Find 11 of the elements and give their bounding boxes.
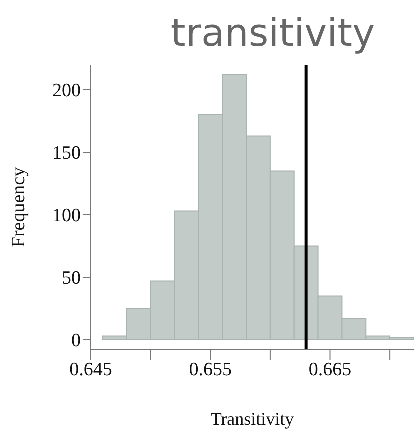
- chart-title: transitivity: [170, 10, 376, 57]
- y-tick-label: 0: [72, 330, 81, 352]
- x-tick-label: 0.655: [189, 359, 232, 380]
- y-tick-label: 200: [52, 80, 81, 102]
- x-tick-label: 0.645: [70, 359, 112, 380]
- y-tick-label: 150: [52, 143, 81, 164]
- x-axis-title: Transitivity: [210, 409, 294, 429]
- y-tick-label: 100: [52, 206, 81, 227]
- x-tick-label: 0.665: [308, 359, 352, 380]
- y-tick-label: 50: [62, 268, 81, 290]
- y-axis-title: Frequency: [8, 166, 30, 248]
